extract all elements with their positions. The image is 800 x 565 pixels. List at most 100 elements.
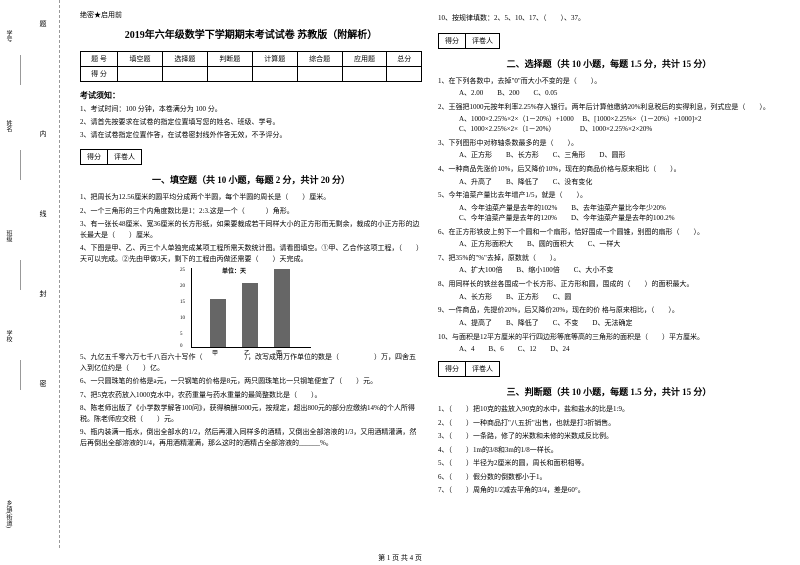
main-content: 绝密★启用前 2019年六年级数学下学期期末考试试卷 苏教版（附解析） 题 号 … [60, 0, 800, 548]
grader-label: 评卷人 [108, 150, 141, 164]
question: 5、九亿五千零六万七千八百六十写作（ ），改写成用万作单位的数是（ ）万，四舍五… [80, 352, 422, 373]
binding-margin: 学号 题 姓名 内 班级 线 学校 封 密 乡镇(街道) [0, 0, 60, 548]
section-score-box: 得分评卷人 [80, 149, 142, 165]
option: A、扩大100倍 B、缩小100倍 C、大小不变 [452, 266, 780, 276]
secret-label: 绝密★启用前 [80, 10, 422, 20]
page-footer: 第 1 页 共 4 页 [0, 553, 800, 563]
question: 6、在正方形铁皮上剪下一个圆和一个扇形，恰好围成一个圆锥，别图的扇形（ ）。 [438, 227, 780, 238]
table-cell: 选择题 [162, 52, 207, 67]
section-2-title: 二、选择题（共 10 小题，每题 1.5 分，共计 15 分） [438, 57, 780, 70]
option: A、正方形面积大 B、圆的面积大 C、一样大 [452, 240, 780, 250]
table-cell [297, 67, 342, 82]
option: C、今年油菜产量是去年的120% D、今年油菜产量是去年的100.2% [452, 214, 780, 224]
option: A、今年油菜产量是去年的102% B、去年油菜产量比今年少20% [452, 204, 780, 214]
table-row: 题 号 填空题 选择题 判断题 计算题 综合题 应用题 总分 [81, 52, 422, 67]
chart-title: 单位：天 [222, 266, 246, 275]
question: 2、一个三角形的三个内角度数比是1：2:3.这是一个（ ）角形。 [80, 206, 422, 217]
table-cell: 应用题 [342, 52, 387, 67]
question: 7、（ ）周角的1/2减去平角的3/4，差是60°。 [438, 485, 780, 496]
bar [210, 299, 226, 347]
question: 1、把周长为12.56厘米的圆平均分成两个半圆，每个半圆的周长是（ ）厘米。 [80, 192, 422, 203]
binding-line [20, 150, 21, 180]
binding-label-school: 学校 [4, 330, 13, 342]
question: 4、一种商品先涨价10%，后又降价10%，现在的商品价格与原来相比（ ）。 [438, 164, 780, 175]
y-label: 20 [180, 284, 185, 289]
binding-char: 内 [38, 130, 48, 137]
y-label: 15 [180, 300, 185, 305]
section-3-title: 三、判断题（共 10 小题，每题 1.5 分，共计 15 分） [438, 385, 780, 398]
question: 7、把5克农药放入1000克水中，农药重量与药水重量的最简整数比是（ ）。 [80, 390, 422, 401]
notice-heading: 考试须知： [80, 90, 422, 101]
grader-label: 评卷人 [466, 34, 499, 48]
table-cell [252, 67, 297, 82]
option: A、4 B、6 C、12 D、24 [452, 345, 780, 355]
question: 3、下列图形中对称轴条数最多的是（ ）。 [438, 138, 780, 149]
section-1-title: 一、填空题（共 10 小题，每题 2 分，共计 20 分） [80, 173, 422, 186]
score-label: 得分 [439, 34, 466, 48]
column-left: 绝密★启用前 2019年六年级数学下学期期末考试试卷 苏教版（附解析） 题 号 … [72, 10, 430, 538]
table-cell: 题 号 [81, 52, 118, 67]
question: 3、有一张长48厘米、宽36厘米的长方形纸，如果要裁成若干同样大小的正方形而无剩… [80, 219, 422, 240]
question: 6、（ ）假分数的倒数都小于1。 [438, 472, 780, 483]
binding-char: 密 [38, 380, 48, 387]
table-cell [118, 67, 163, 82]
question: 4、（ ）1m的3/8和3m的1/8一样长。 [438, 445, 780, 456]
table-cell: 填空题 [118, 52, 163, 67]
exam-title: 2019年六年级数学下学期期末考试试卷 苏教版（附解析） [80, 26, 422, 41]
x-label: 丙 [276, 348, 282, 357]
bar [274, 269, 290, 347]
y-label: 10 [180, 316, 185, 321]
option: C、1000×2.25%×2×（1－20%） D、1000×2.25%×2×20… [452, 125, 780, 135]
binding-line [20, 260, 21, 290]
question: 10、与面积是12平方厘米的平行四边形等底等高的三角形的面积是（ ）平方厘米。 [438, 332, 780, 343]
section-score-box: 得分评卷人 [438, 361, 500, 377]
question: 10、按规律填数：2、5、10、17、（ ）、37。 [438, 13, 780, 24]
page-container: 学号 题 姓名 内 班级 线 学校 封 密 乡镇(街道) 绝密★启用前 2019… [0, 0, 800, 548]
option: A、正方形 B、长方形 C、三角形 D、圆形 [452, 151, 780, 161]
grader-label: 评卷人 [466, 362, 499, 376]
question: 5、（ ）半径为2厘米的圆，周长和面积相等。 [438, 458, 780, 469]
question: 1、在下列各数中，去掉"0"而大小不变的是（ ）。 [438, 76, 780, 87]
binding-label-class: 班级 [4, 230, 13, 242]
binding-label-town: 乡镇(街道) [4, 500, 13, 528]
table-cell [387, 67, 422, 82]
binding-line [20, 360, 21, 390]
question: 9、一件商品，先提价20%，后又降价20%，现在的价 格与原来相比，（ ）。 [438, 305, 780, 316]
binding-char: 线 [38, 210, 48, 217]
question: 2、（ ）一种商品打"八五折"出售，也就是打3折销售。 [438, 418, 780, 429]
bar-chart: 单位：天 25 20 15 10 5 0 甲 乙 丙 [191, 268, 311, 348]
notice-item: 1、考试时间：100 分钟，本卷满分为 100 分。 [80, 105, 422, 115]
y-label: 0 [180, 344, 183, 349]
section-score-box: 得分评卷人 [438, 33, 500, 49]
option: A、升高了 B、降低了 C、没有变化 [452, 178, 780, 188]
question: 8、陈老师出版了《小学数学解答100问》，获得稿酬5000元，按规定，超出800… [80, 403, 422, 424]
notice-item: 3、请在试卷指定位置作答，在试卷密封线外作答无效，不予评分。 [80, 131, 422, 141]
score-label: 得分 [81, 150, 108, 164]
question: 8、用同样长的铁丝各围成一个长方形、正方形和圆，围成的（ ）的面积最大。 [438, 279, 780, 290]
score-label: 得分 [439, 362, 466, 376]
binding-label-id: 学号 [4, 30, 13, 42]
table-row: 得 分 [81, 67, 422, 82]
question: 4、下图是甲、乙、丙三个人单独完成某项工程所需天数统计图。请看图填空。①甲、乙合… [80, 243, 422, 264]
option: A、2.00 B、200 C、0.05 [452, 89, 780, 99]
binding-char: 封 [38, 290, 48, 297]
question: 3、（ ）一条路，修了的米数和未修的米数成反比例。 [438, 431, 780, 442]
table-cell: 综合题 [297, 52, 342, 67]
binding-line [20, 55, 21, 85]
table-cell: 判断题 [207, 52, 252, 67]
question: 6、一只圆珠笔的价格是a元，一只钢笔的价格是8元，两只圆珠笔比一只钢笔便宜了（ … [80, 376, 422, 387]
table-cell: 得 分 [81, 67, 118, 82]
table-cell: 计算题 [252, 52, 297, 67]
table-cell [207, 67, 252, 82]
question: 2、王强把1000元按年利率2.25%存入银行。两年后计算他缴纳20%利息税后的… [438, 102, 780, 113]
question: 7、把35%的"%"去掉，原数就（ ）。 [438, 253, 780, 264]
x-label: 乙 [244, 348, 250, 357]
bar [242, 283, 258, 347]
column-right: 10、按规律填数：2、5、10、17、（ ）、37。 得分评卷人 二、选择题（共… [430, 10, 788, 538]
question: 1、（ ）把10克的盐放入90克的水中，盐和盐水的比是1:9。 [438, 404, 780, 415]
x-label: 甲 [212, 348, 218, 357]
option: A、1000×2.25%×2×（1－20%）+1000 B、[1000×2.25… [452, 115, 780, 125]
score-table: 题 号 填空题 选择题 判断题 计算题 综合题 应用题 总分 得 分 [80, 51, 422, 82]
binding-label-name: 姓名 [4, 120, 13, 132]
option: A、长方形 B、正方形 C、圆 [452, 293, 780, 303]
